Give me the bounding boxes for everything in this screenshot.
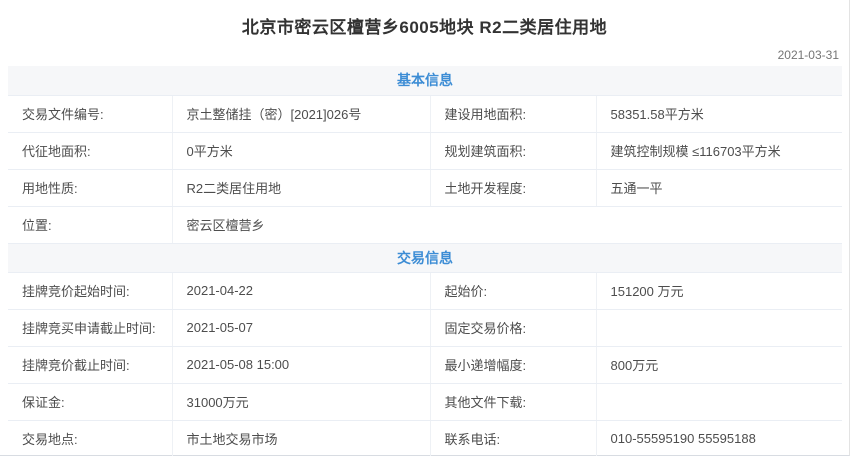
field-value: 2021-05-07 — [172, 309, 431, 347]
field-value — [596, 383, 842, 421]
section-title-basic-info: 基本信息 — [8, 66, 842, 96]
field-value: 800万元 — [596, 346, 842, 384]
table-row: 挂牌竞价截止时间: 2021-05-08 15:00 最小递增幅度: 800万元 — [8, 346, 842, 384]
table-row: 挂牌竞价起始时间: 2021-04-22 起始价: 151200 万元 — [8, 272, 842, 310]
field-value: 2021-04-22 — [172, 272, 431, 310]
section-header-row-basic-info: 基本信息 — [8, 66, 842, 96]
field-label: 土地开发程度: — [430, 169, 597, 207]
field-label: 最小递增幅度: — [430, 346, 597, 384]
field-value: 010-55595190 55595188 — [596, 420, 842, 456]
table-row: 位置: 密云区檀营乡 — [8, 206, 842, 244]
field-label: 其他文件下载: — [430, 383, 597, 421]
table-row: 用地性质: R2二类居住用地 土地开发程度: 五通一平 — [8, 169, 842, 207]
publish-date: 2021-03-31 — [777, 48, 839, 62]
page-title: 北京市密云区檀营乡6005地块 R2二类居住用地 — [241, 18, 608, 37]
field-label: 用地性质: — [8, 169, 173, 207]
field-label: 交易文件编号: — [8, 95, 173, 133]
field-label: 规划建筑面积: — [430, 132, 597, 170]
field-value: 58351.58平方米 — [596, 95, 842, 133]
field-label: 挂牌竞价截止时间: — [8, 346, 173, 384]
field-label: 交易地点: — [8, 420, 173, 456]
table-row: 挂牌竞买申请截止时间: 2021-05-07 固定交易价格: — [8, 309, 842, 347]
table-row: 保证金: 31000万元 其他文件下载: — [8, 383, 842, 421]
field-label: 联系电话: — [430, 420, 597, 456]
table-row: 交易文件编号: 京土整储挂（密）[2021]026号 建设用地面积: 58351… — [8, 95, 842, 133]
field-value: 京土整储挂（密）[2021]026号 — [172, 95, 431, 133]
section-header-row-trade-info: 交易信息 — [8, 243, 842, 273]
field-value: R2二类居住用地 — [172, 169, 431, 207]
field-value: 密云区檀营乡 — [172, 206, 842, 244]
field-value: 151200 万元 — [596, 272, 842, 310]
field-label: 起始价: — [430, 272, 597, 310]
field-value: 2021-05-08 15:00 — [172, 346, 431, 384]
field-value: 五通一平 — [596, 169, 842, 207]
field-label: 代征地面积: — [8, 132, 173, 170]
table-row: 交易地点: 市土地交易市场 联系电话: 010-55595190 5559518… — [8, 420, 842, 456]
field-value: 31000万元 — [172, 383, 431, 421]
field-value — [596, 309, 842, 347]
field-label: 固定交易价格: — [430, 309, 597, 347]
field-label: 位置: — [8, 206, 173, 244]
field-value: 建筑控制规模 ≤116703平方米 — [596, 132, 842, 170]
field-value: 0平方米 — [172, 132, 431, 170]
field-label: 挂牌竞价起始时间: — [8, 272, 173, 310]
table-row: 代征地面积: 0平方米 规划建筑面积: 建筑控制规模 ≤116703平方米 — [8, 132, 842, 170]
field-value: 市土地交易市场 — [172, 420, 431, 456]
info-table: 基本信息 交易文件编号: 京土整储挂（密）[2021]026号 建设用地面积: … — [8, 66, 842, 456]
field-label: 建设用地面积: — [430, 95, 597, 133]
field-label: 挂牌竞买申请截止时间: — [8, 309, 173, 347]
section-title-trade-info: 交易信息 — [8, 243, 842, 273]
field-label: 保证金: — [8, 383, 173, 421]
